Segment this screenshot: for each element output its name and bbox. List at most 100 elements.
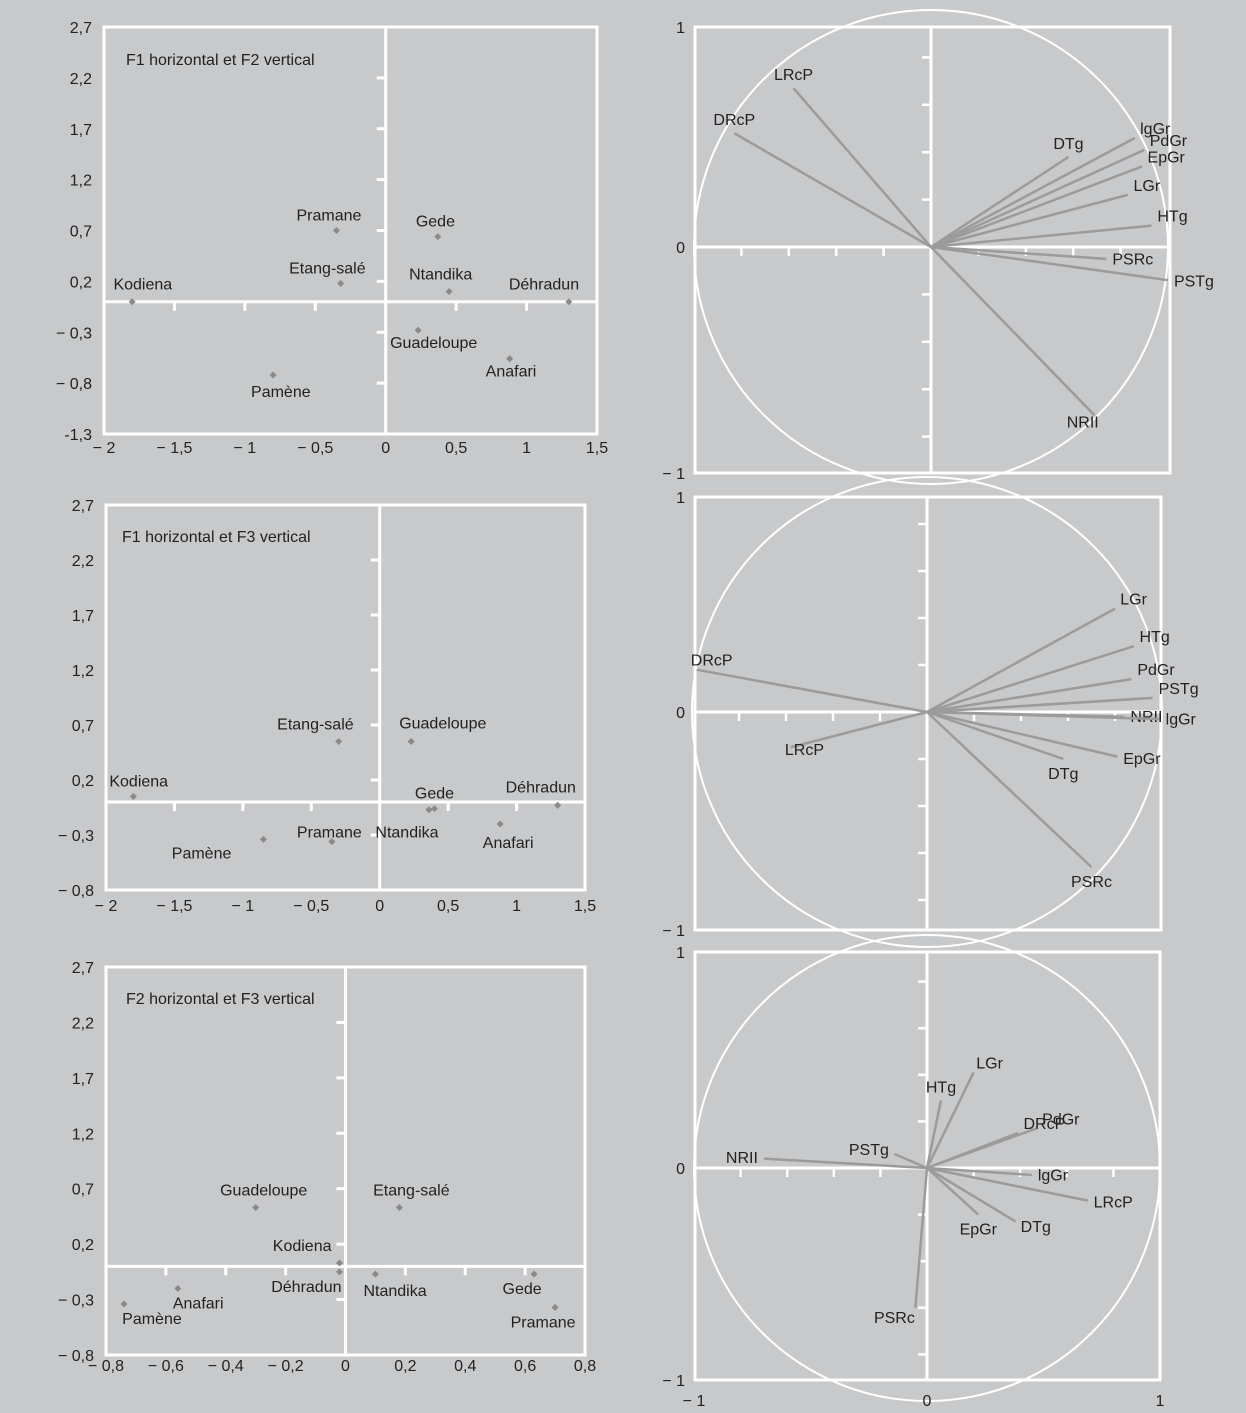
y-tick-label: 2,7 bbox=[70, 20, 92, 37]
y-tick-label: 2,2 bbox=[70, 71, 92, 88]
loading-vector bbox=[926, 710, 1064, 761]
data-point bbox=[554, 801, 562, 809]
y-tick-label: 1,2 bbox=[72, 1126, 94, 1143]
loading-vector bbox=[763, 1157, 928, 1170]
loading-vector bbox=[930, 246, 1096, 417]
vector-label: DRcP bbox=[713, 112, 755, 129]
data-point bbox=[259, 835, 267, 843]
vector-label: DTg bbox=[1021, 1219, 1051, 1236]
y-tick-label: 0,7 bbox=[72, 718, 94, 735]
loading-vector bbox=[930, 224, 1152, 249]
loading-vector bbox=[926, 711, 1093, 869]
y-tick-label: − 0,8 bbox=[58, 883, 94, 900]
point-label: Kodiena bbox=[109, 774, 168, 791]
loading-vector bbox=[925, 1071, 975, 1169]
x-tick-label: − 2 bbox=[95, 898, 118, 915]
chart-title: F1 horizontal et F3 vertical bbox=[122, 529, 311, 546]
y-tick-label: 0,7 bbox=[70, 224, 92, 241]
loading-vector bbox=[926, 710, 1160, 721]
x-tick-label: 0,6 bbox=[514, 1358, 536, 1375]
loading-vector bbox=[930, 193, 1129, 249]
data-point bbox=[496, 820, 504, 828]
y-tick-label: -1,3 bbox=[64, 427, 92, 444]
loading-vector bbox=[926, 607, 1116, 714]
y-tick-label: 0,2 bbox=[70, 274, 92, 291]
loading-vector bbox=[914, 1167, 929, 1308]
correlation-circle-f1-f3: 10− 1DRcPLRcPLGrHTgPdGrPSTgNRIIlgGrEpGrD… bbox=[662, 476, 1199, 948]
vector-label: lgGr bbox=[1166, 711, 1197, 728]
vector-label: EpGr bbox=[1148, 149, 1186, 166]
loading-vector bbox=[792, 87, 932, 248]
loading-vector bbox=[926, 1167, 980, 1216]
data-point bbox=[425, 806, 433, 814]
point-label: Kodiena bbox=[273, 1238, 332, 1255]
point-label: Anafari bbox=[483, 835, 534, 852]
point-label: Gede bbox=[503, 1281, 542, 1298]
point-label: Ntandika bbox=[375, 825, 438, 842]
plot-frame bbox=[104, 503, 587, 892]
x-tick-label: − 0,2 bbox=[268, 1358, 304, 1375]
loading-vector bbox=[733, 132, 932, 249]
y-tick-label: 1 bbox=[676, 945, 685, 962]
y-tick-label: − 1 bbox=[662, 466, 685, 483]
x-tick-label: − 0,5 bbox=[297, 440, 333, 457]
vector-label: PdGr bbox=[1042, 1111, 1080, 1128]
x-tick-label: 0 bbox=[923, 1393, 932, 1410]
data-point bbox=[565, 298, 573, 306]
vector-label: PSTg bbox=[849, 1142, 889, 1159]
loading-vector bbox=[790, 710, 928, 749]
data-point bbox=[434, 233, 442, 241]
x-tick-label: 1,5 bbox=[586, 440, 608, 457]
loading-vector bbox=[930, 155, 1070, 249]
plot-frame bbox=[102, 25, 599, 436]
vector-label: LRcP bbox=[774, 67, 813, 84]
x-tick-label: − 1,5 bbox=[156, 898, 192, 915]
y-tick-label: − 0,8 bbox=[56, 376, 92, 393]
y-tick-label: 2,7 bbox=[72, 960, 94, 977]
y-tick-label: − 1 bbox=[662, 923, 685, 940]
loading-vector bbox=[926, 710, 1118, 758]
y-tick-label: 2,2 bbox=[72, 1015, 94, 1032]
vector-label: lgGr bbox=[1140, 121, 1171, 138]
y-tick-label: 1,7 bbox=[72, 608, 94, 625]
y-tick-label: 1 bbox=[676, 490, 685, 507]
vector-label: lgGr bbox=[1038, 1168, 1069, 1185]
data-point bbox=[430, 805, 438, 813]
data-point bbox=[445, 288, 453, 296]
vector-label: DTg bbox=[1048, 766, 1078, 783]
data-point bbox=[129, 792, 137, 801]
x-tick-label: 0 bbox=[381, 440, 390, 457]
chart-title: F2 horizontal et F3 vertical bbox=[126, 991, 315, 1008]
correlation-circle bbox=[691, 476, 1163, 948]
scatter-f1-f2: − 2 − 1,5 − 1 − 0,5 0 0,5 1 1,5 2,7 2,2 1,7 1,2 0,7 0… bbox=[56, 20, 608, 457]
y-tick-label: 1,7 bbox=[72, 1071, 94, 1088]
data-point bbox=[337, 279, 345, 287]
point-label: Anafari bbox=[486, 364, 537, 381]
point-label: Gede bbox=[416, 214, 455, 231]
y-tick-label: 1,2 bbox=[70, 173, 92, 190]
loading-vector bbox=[696, 668, 928, 714]
point-label: Pamène bbox=[122, 1311, 182, 1328]
data-point bbox=[414, 326, 422, 334]
point-label: Pramane bbox=[297, 825, 362, 842]
y-tick-label: 0 bbox=[676, 1161, 685, 1178]
vector-label: HTg bbox=[1140, 629, 1170, 646]
y-tick-label: − 0,8 bbox=[58, 1348, 94, 1365]
x-tick-label: − 1 bbox=[232, 898, 255, 915]
x-tick-label: 1 bbox=[522, 440, 531, 457]
vector-label: PSTg bbox=[1159, 681, 1199, 698]
vector-label: LGr bbox=[1134, 178, 1161, 195]
x-tick-label: − 0,6 bbox=[148, 1358, 184, 1375]
vector-label: LGr bbox=[1120, 592, 1147, 609]
point-label: Gede bbox=[415, 786, 454, 803]
data-point bbox=[407, 737, 415, 746]
point-label: Kodiena bbox=[113, 277, 172, 294]
y-tick-label: 0,7 bbox=[72, 1182, 94, 1199]
point-label: Pamène bbox=[251, 384, 311, 401]
vector-label: PdGr bbox=[1150, 133, 1188, 150]
y-tick-label: 0 bbox=[676, 705, 685, 722]
x-tick-label: 0 bbox=[375, 898, 384, 915]
point-label: Pamène bbox=[172, 845, 232, 862]
